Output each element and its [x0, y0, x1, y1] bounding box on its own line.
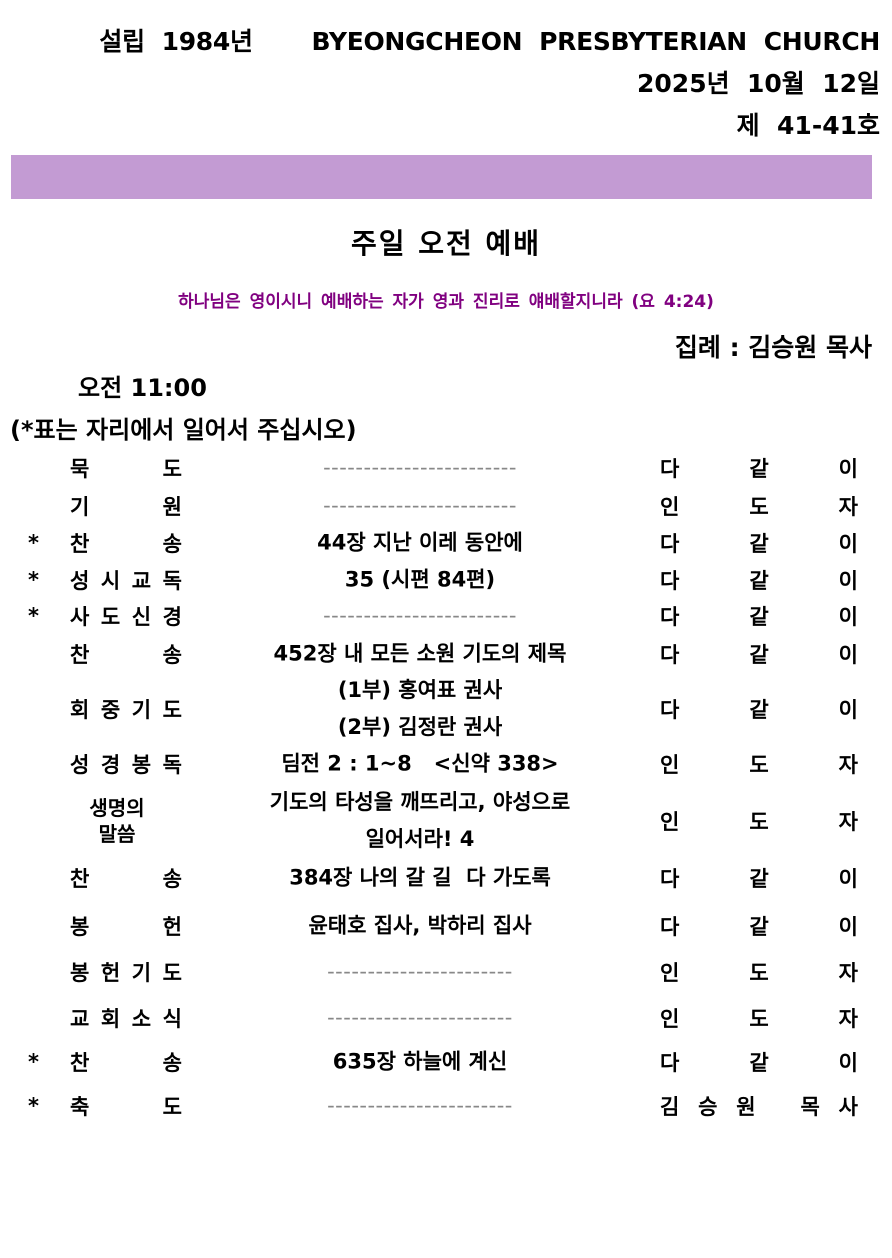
item-content-line: 딤전 2 : 1~8 <신약 338> — [281, 751, 559, 776]
item-label: 묵도 — [70, 457, 256, 481]
item-content-line: 452장 내 모든 소원 기도의 제목 — [273, 641, 567, 666]
item-content-line: ------------------------ — [323, 603, 517, 628]
order-row: 묵도 ------------------------ 다같이 — [0, 450, 892, 486]
standing-marker: * — [28, 1094, 39, 1118]
order-row: * 사도신경 ------------------------ 다같이 — [0, 598, 892, 634]
order-row: * 성시교독 35 (시편 84편) 다같이 — [0, 562, 892, 598]
order-row: 회중기도 (1부) 홍여표 권사 (2부) 김정란 권사 다같이 — [0, 672, 892, 746]
order-row: 찬송 452장 내 모든 소원 기도의 제목 다같이 — [0, 636, 892, 672]
item-responder: 인도자 — [660, 753, 858, 777]
item-responder: 인도자 — [660, 810, 858, 834]
placeholder-dashes: ------------------------ — [230, 598, 610, 635]
order-row: 교회소식 ----------------------- 인도자 — [0, 998, 892, 1038]
item-content-line: ----------------------- — [327, 1005, 513, 1030]
item-content: 딤전 2 : 1~8 <신약 338> — [230, 746, 610, 783]
item-label: 축도 — [70, 1095, 256, 1119]
decorative-band — [11, 155, 872, 199]
standing-marker: * — [28, 1050, 39, 1074]
item-responder: 인도자 — [660, 1007, 858, 1031]
item-responder: 다같이 — [660, 569, 858, 593]
scripture-verse: 하나님은 영이시니 예배하는 자가 영과 진리로 얘배할지니라 (요 4:24) — [178, 292, 714, 312]
item-label: 찬송 — [70, 643, 256, 667]
placeholder-dashes: ------------------------ — [230, 450, 610, 487]
item-label: 찬송 — [70, 867, 256, 891]
item-label: 성경봉독 — [70, 753, 194, 777]
order-row: * 찬송 635장 하늘에 계신 다같이 — [0, 1044, 892, 1080]
placeholder-dashes: ----------------------- — [230, 1000, 610, 1037]
order-row: 기원 ------------------------ 인도자 — [0, 488, 892, 524]
item-label: 사도신경 — [70, 605, 194, 629]
item-label: 기원 — [70, 495, 256, 519]
item-responder: 인도자 — [660, 961, 858, 985]
item-content-line: 635장 하늘에 계신 — [332, 1049, 508, 1074]
item-content-line: ------------------------ — [323, 455, 517, 480]
item-label: 교회소식 — [70, 1007, 194, 1031]
service-time: 오전 11:00 — [78, 374, 207, 402]
item-label: 봉헌 — [70, 915, 256, 939]
item-label: 찬송 — [70, 1051, 256, 1075]
order-row: * 찬송 44장 지난 이레 동안에 다같이 — [0, 525, 892, 561]
church-established-name: 설립 1984년 BYEONGCHEON PRESBYTERIAN CHURCH — [99, 27, 880, 56]
item-responder: 다같이 — [660, 643, 858, 667]
item-content-line: 윤태호 집사, 박하리 집사 — [308, 913, 532, 938]
item-content-line: 일어서라! 4 — [365, 827, 475, 851]
order-row: 성경봉독 딤전 2 : 1~8 <신약 338> 인도자 — [0, 746, 892, 782]
item-responder: 다같이 — [660, 605, 858, 629]
service-title: 주일 오전 예배 — [350, 227, 542, 260]
order-row: 찬송 384장 나의 갈 길 다 가도록 다같이 — [0, 860, 892, 896]
item-responder: 인도자 — [660, 495, 858, 519]
item-label: 생명의 말씀 — [89, 796, 145, 846]
item-content-line: ----------------------- — [327, 1093, 513, 1118]
item-content-line: 35 (시편 84편) — [344, 567, 496, 592]
item-content-line: 기도의 타성을 깨뜨리고, 야성으로 — [269, 790, 571, 814]
item-content-line: 44장 지난 이레 동안에 — [317, 530, 523, 555]
standing-marker: * — [28, 531, 39, 555]
item-content: 635장 하늘에 계신 — [230, 1044, 610, 1081]
item-content-line: 384장 나의 갈 길 다 가도록 — [289, 865, 551, 890]
item-label: 봉헌기도 — [70, 961, 194, 985]
order-row: 봉헌 윤태호 집사, 박하리 집사 다같이 — [0, 906, 892, 946]
item-label: 회중기도 — [70, 698, 194, 722]
standing-note: (*표는 자리에서 일어서 주십시오) — [10, 416, 357, 444]
placeholder-dashes: ----------------------- — [230, 954, 610, 991]
standing-marker: * — [28, 604, 39, 628]
item-label: 찬송 — [70, 532, 256, 556]
item-content-line: (1부) 홍여표 권사 — [337, 678, 503, 702]
item-content-line: (2부) 김정란 권사 — [337, 715, 503, 739]
standing-marker: * — [28, 568, 39, 592]
item-responder: 다같이 — [660, 915, 858, 939]
item-content-line: ----------------------- — [327, 959, 513, 984]
item-responder: 다같이 — [660, 1051, 858, 1075]
item-content: 35 (시편 84편) — [230, 562, 610, 599]
item-content: 384장 나의 갈 길 다 가도록 — [230, 860, 610, 897]
item-responder: 다같이 — [660, 532, 858, 556]
item-content-line: ------------------------ — [323, 493, 517, 518]
order-row: * 축도 ----------------------- 김승원 목사 — [0, 1088, 892, 1124]
item-label: 성시교독 — [70, 569, 194, 593]
placeholder-dashes: ------------------------ — [230, 488, 610, 525]
issue-number: 제 41-41호 — [736, 111, 880, 140]
presider: 집례 : 김승원 목사 — [674, 333, 872, 362]
item-content: 44장 지난 이레 동안에 — [230, 525, 610, 562]
placeholder-dashes: ----------------------- — [230, 1088, 610, 1125]
item-responder: 다같이 — [660, 457, 858, 481]
item-responder: 김승원 목사 — [660, 1095, 877, 1119]
item-responder: 다같이 — [660, 698, 858, 722]
item-responder: 다같이 — [660, 867, 858, 891]
order-row: 봉헌기도 ----------------------- 인도자 — [0, 952, 892, 992]
bulletin-date: 2025년 10월 12일 — [637, 69, 880, 98]
item-content: 윤태호 집사, 박하리 집사 — [230, 908, 610, 945]
item-content: (1부) 홍여표 권사 (2부) 김정란 권사 — [230, 672, 610, 746]
item-content: 452장 내 모든 소원 기도의 제목 — [230, 636, 610, 673]
